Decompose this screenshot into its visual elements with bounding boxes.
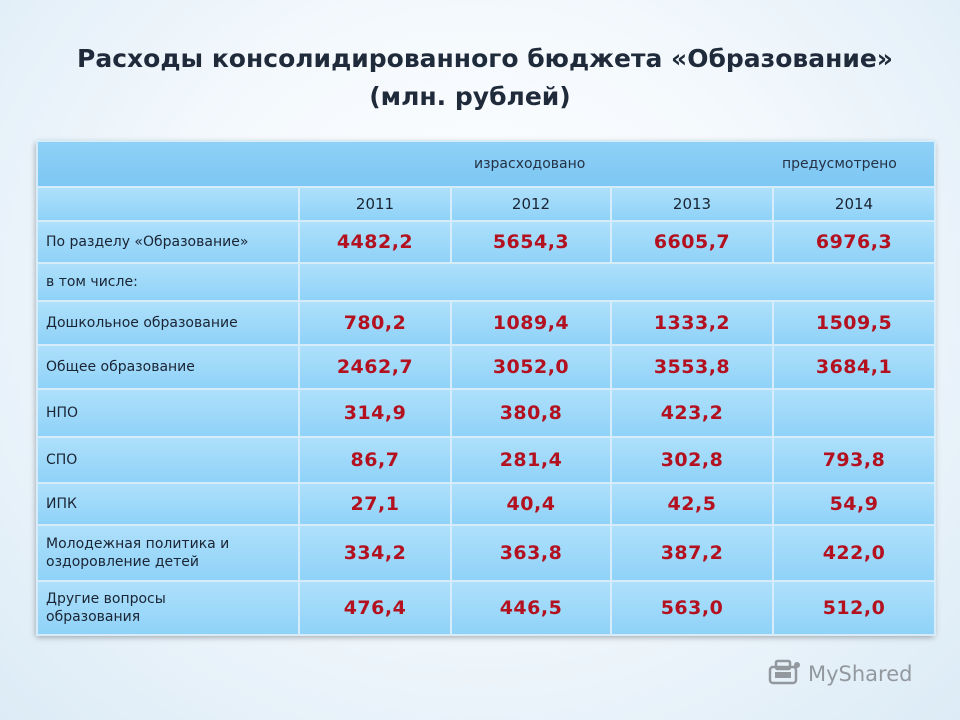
cell-value: 1089,4 [450,300,612,346]
header-group-cell: израсходовано предусмотрено [35,140,937,188]
header-year: 2011 [298,186,452,222]
row-label: в том числе: [36,262,300,302]
cell-value [771,388,937,438]
row-label: НПО [36,388,300,438]
cell-value: 423,2 [610,388,774,438]
row-label: Общее образование [36,344,300,390]
cell-value: 1509,5 [771,300,937,346]
watermark-text: MyShared [808,662,913,686]
cell-value: 422,0 [771,524,937,582]
title-line-1: Расходы консолидированного бюджета «Обра… [77,44,893,73]
row-label-line: образования [46,609,141,625]
row-label: Дошкольное образование [36,300,300,346]
cell-value: 3684,1 [771,344,937,390]
cell-value: 2462,7 [298,344,452,390]
cell-value: 302,8 [610,436,774,484]
row-label-line: Молодежная политика и [46,536,230,552]
table-row: НПО 314,9 380,8 423,2 [36,388,937,438]
table-row: в том числе: [36,262,937,302]
cell-value: 363,8 [450,524,612,582]
header-year: 2012 [450,186,612,222]
cell-value: 780,2 [298,300,452,346]
cell-value: 4482,2 [298,220,452,264]
cell-value: 281,4 [450,436,612,484]
budget-table: израсходовано предусмотрено 2011 2012 20… [35,140,937,636]
budget-table-container: израсходовано предусмотрено 2011 2012 20… [35,140,937,636]
table-row: Молодежная политика и оздоровление детей… [36,524,937,582]
table-row: СПО 86,7 281,4 302,8 793,8 [36,436,937,484]
row-label: ИПК [36,482,300,526]
row-label: СПО [36,436,300,484]
header-empty-cell [36,186,300,222]
cell-value: 40,4 [450,482,612,526]
cell-value: 446,5 [450,580,612,636]
cell-value: 334,2 [298,524,452,582]
table-row: ИПК 27,1 40,4 42,5 54,9 [36,482,937,526]
row-label: По разделу «Образование» [36,220,300,264]
cell-value: 3553,8 [610,344,774,390]
cell-value: 86,7 [298,436,452,484]
cell-value: 42,5 [610,482,774,526]
row-label-line: Другие вопросы [46,591,166,607]
cell-value: 6605,7 [610,220,774,264]
page-title: Расходы консолидированного бюджета «Обра… [0,40,960,116]
cell-value: 1333,2 [610,300,774,346]
title-line-2: (млн. рублей) [369,82,571,111]
empty-merged-cell [297,262,937,302]
cell-value: 563,0 [610,580,774,636]
cell-value: 6976,3 [771,220,937,264]
table-row: Дошкольное образование 780,2 1089,4 1333… [36,300,937,346]
cell-value: 387,2 [610,524,774,582]
cell-value: 314,9 [298,388,452,438]
table-row: По разделу «Образование» 4482,2 5654,3 6… [36,220,937,264]
row-label: Другие вопросы образования [36,580,300,636]
header-planned: предусмотрено [782,156,897,172]
row-label-line: оздоровление детей [46,554,199,570]
header-row-groups: израсходовано предусмотрено [35,140,937,188]
table-row: Другие вопросы образования 476,4 446,5 5… [36,580,937,636]
header-year: 2013 [610,186,774,222]
cell-value: 793,8 [771,436,937,484]
row-label: Молодежная политика и оздоровление детей [36,524,300,582]
cell-value: 5654,3 [450,220,612,264]
cell-value: 27,1 [298,482,452,526]
cell-value: 54,9 [771,482,937,526]
cell-value: 380,8 [450,388,612,438]
header-spent: израсходовано [474,156,586,172]
header-row-years: 2011 2012 2013 2014 [36,186,937,222]
cell-value: 3052,0 [450,344,612,390]
cell-value: 512,0 [771,580,937,636]
header-year: 2014 [771,186,937,222]
myshared-watermark: MyShared [768,656,912,692]
table-row: Общее образование 2462,7 3052,0 3553,8 3… [36,344,937,390]
myshared-logo-icon [768,657,802,692]
cell-value: 476,4 [298,580,452,636]
